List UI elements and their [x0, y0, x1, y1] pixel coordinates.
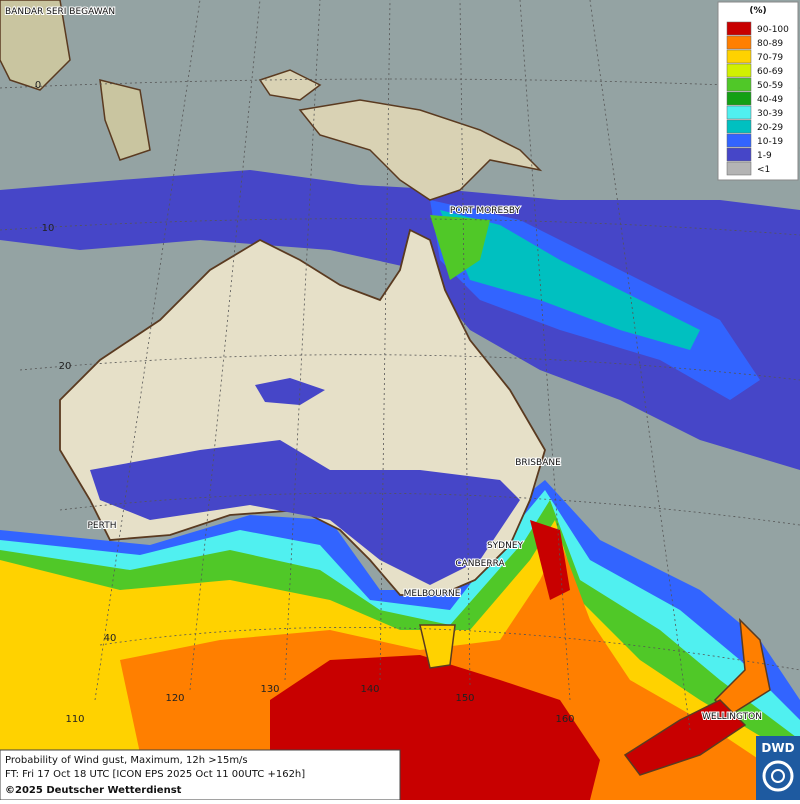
longitude-label: 160	[555, 714, 574, 725]
land-nz-south	[623, 699, 747, 776]
city-label: WELLINGTON	[702, 712, 762, 722]
legend-swatch	[726, 161, 752, 176]
longitude-label: 130	[260, 684, 279, 695]
logo-icon	[762, 760, 794, 792]
legend-label: 10-19	[757, 137, 783, 147]
legend-label: 80-89	[757, 39, 783, 49]
legend-label: 60-69	[757, 67, 783, 77]
legend-label: 1-9	[757, 151, 772, 161]
legend-title: (%)	[749, 6, 766, 16]
precip-blue-patch	[255, 378, 325, 405]
land-tasmania	[419, 624, 456, 669]
city-label: MELBOURNE	[404, 589, 461, 599]
latitude-label: 10	[42, 223, 55, 234]
legend-swatch	[726, 77, 752, 92]
legend-swatch	[726, 21, 752, 36]
legend-label: 30-39	[757, 109, 783, 119]
precip-teal	[440, 210, 700, 350]
legend-swatch	[726, 147, 752, 162]
legend-label: 50-59	[757, 81, 783, 91]
precip-blue	[0, 170, 800, 470]
precip-red-coast	[530, 520, 570, 600]
footer-line: Probability of Wind gust, Maximum, 12h >…	[5, 755, 248, 766]
graticule	[0, 0, 800, 731]
land-borneo	[0, 0, 71, 91]
longitude-label: 150	[455, 693, 474, 704]
precip-blue-inland	[90, 440, 520, 585]
legend-label: 70-79	[757, 53, 783, 63]
city-label: PERTH	[88, 521, 117, 531]
legend-swatch	[726, 133, 752, 148]
land-new-guinea	[298, 99, 543, 201]
latitude-label: 40	[104, 633, 117, 644]
longitude-label: 140	[360, 684, 379, 695]
latitude-label: 20	[59, 361, 72, 372]
legend-swatch	[726, 105, 752, 120]
legend-swatch	[726, 119, 752, 134]
footer-line: FT: Fri 17 Oct 18 UTC [ICON EPS 2025 Oct…	[5, 769, 305, 780]
city-label: CANBERRA	[455, 559, 505, 569]
longitude-label: 120	[165, 693, 184, 704]
legend-swatch	[726, 49, 752, 64]
logo-text: DWD	[761, 741, 794, 755]
precip-green	[430, 215, 490, 280]
footer-box	[0, 749, 401, 801]
legend-swatch	[726, 91, 752, 106]
legend-label: 90-100	[757, 25, 789, 35]
logo-icon	[771, 769, 785, 783]
legend-swatch	[726, 63, 752, 78]
land-island	[258, 69, 322, 101]
longitude-label: 110	[65, 714, 84, 725]
city-label: PORT MORESBY	[450, 206, 521, 216]
legend-label: 40-49	[757, 95, 783, 105]
city-label: BANDAR SERI BEGAWAN	[5, 7, 115, 17]
city-label: BRISBANE	[515, 458, 561, 468]
legend-swatch	[726, 35, 752, 50]
latitude-label: 0	[35, 80, 41, 91]
legend-label: <1	[757, 165, 770, 175]
footer-line: ©2025 Deutscher Wetterdienst	[5, 785, 182, 796]
legend-label: 20-29	[757, 123, 783, 133]
land-sulawesi	[99, 79, 151, 161]
city-label: SYDNEY	[487, 541, 524, 551]
